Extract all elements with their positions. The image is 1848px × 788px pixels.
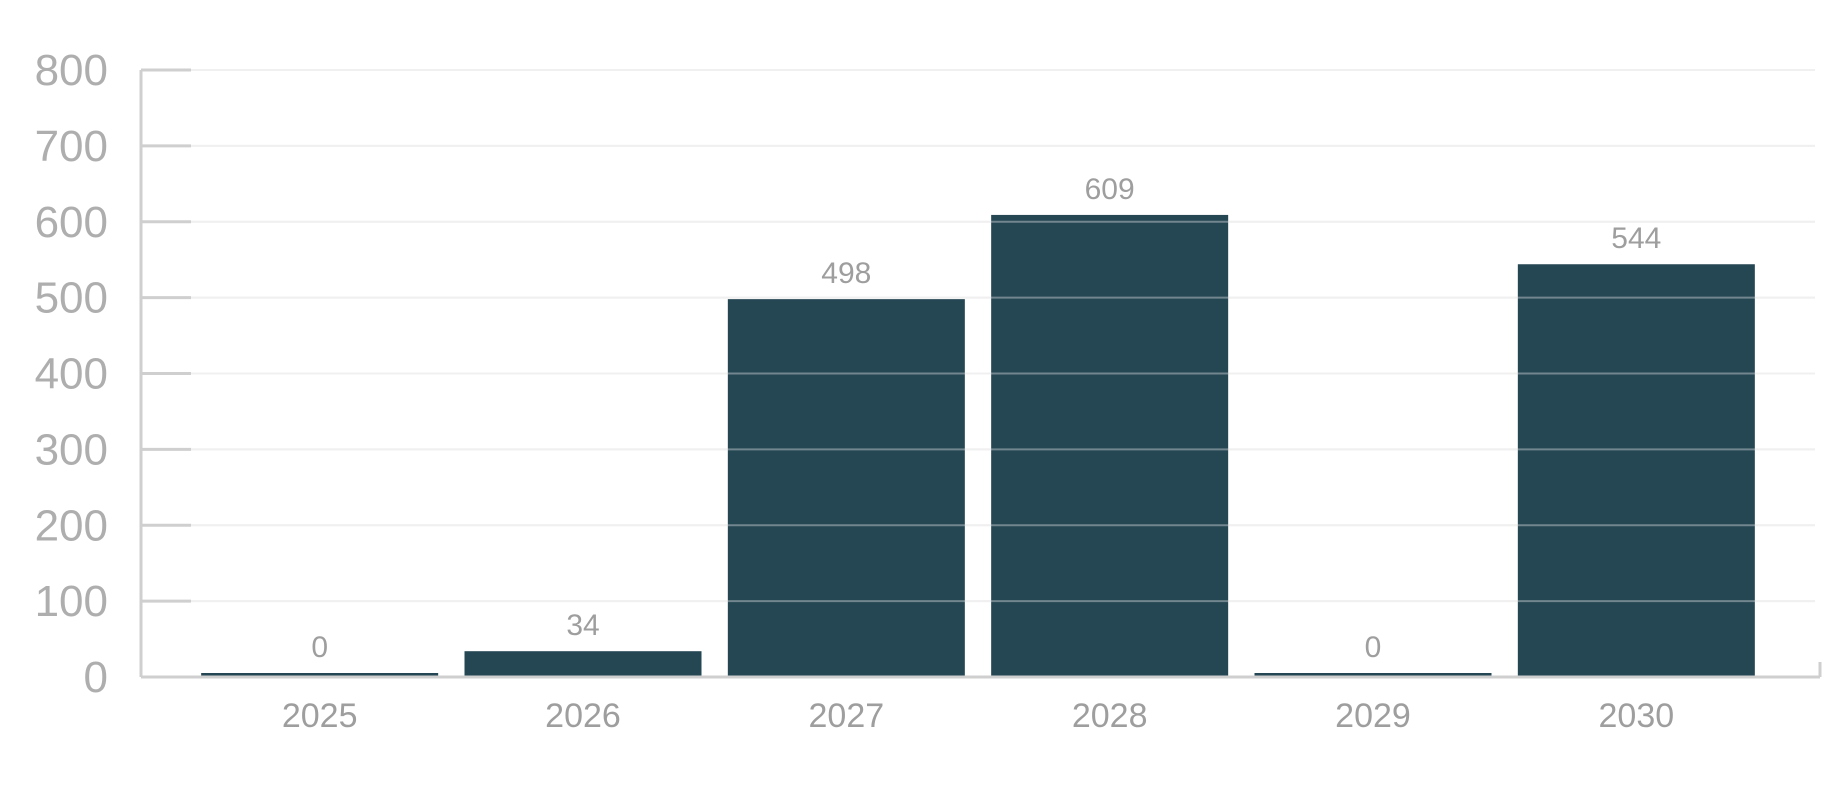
bar-2027: [727, 299, 965, 677]
data-label-2026: 34: [566, 609, 599, 642]
y-tick-label-100: 100: [35, 577, 108, 626]
y-tick-label-600: 600: [35, 198, 108, 247]
y-tick-label-300: 300: [35, 425, 108, 474]
bar-2026: [464, 651, 702, 677]
data-label-2029: 0: [1365, 631, 1382, 664]
y-tick-label-200: 200: [35, 501, 108, 550]
bars: [191, 69, 1815, 677]
bar-2030: [1517, 264, 1755, 677]
x-tick-label-2028: 2028: [1072, 697, 1148, 735]
x-axis-ticks: 2025 2026 2027 2028 2029 2030: [282, 697, 1674, 735]
data-label-2028: 609: [1085, 173, 1135, 206]
x-tick-label-2030: 2030: [1599, 697, 1675, 735]
gridlines: [141, 69, 1815, 603]
y-tick-label-0: 0: [84, 653, 108, 702]
x-tick-label-2029: 2029: [1335, 697, 1411, 735]
y-tick-label-400: 400: [35, 350, 108, 399]
y-tick-label-700: 700: [35, 122, 108, 171]
bar-2025: [201, 673, 439, 677]
data-label-2027: 498: [821, 257, 871, 290]
y-tick-label-800: 800: [35, 46, 108, 95]
bar-2028: [991, 214, 1229, 677]
data-label-2030: 544: [1611, 222, 1661, 255]
y-axis-ticks: 0 100 200 300 400 500 600 700 800: [35, 46, 191, 702]
y-tick-label-500: 500: [35, 274, 108, 323]
data-labels: 0 34 498 609 0 544: [311, 173, 1661, 664]
x-tick-label-2027: 2027: [809, 697, 885, 735]
x-tick-label-2025: 2025: [282, 697, 358, 735]
bar-2029: [1254, 673, 1492, 677]
data-label-2025: 0: [311, 631, 328, 664]
x-tick-label-2026: 2026: [545, 697, 621, 735]
